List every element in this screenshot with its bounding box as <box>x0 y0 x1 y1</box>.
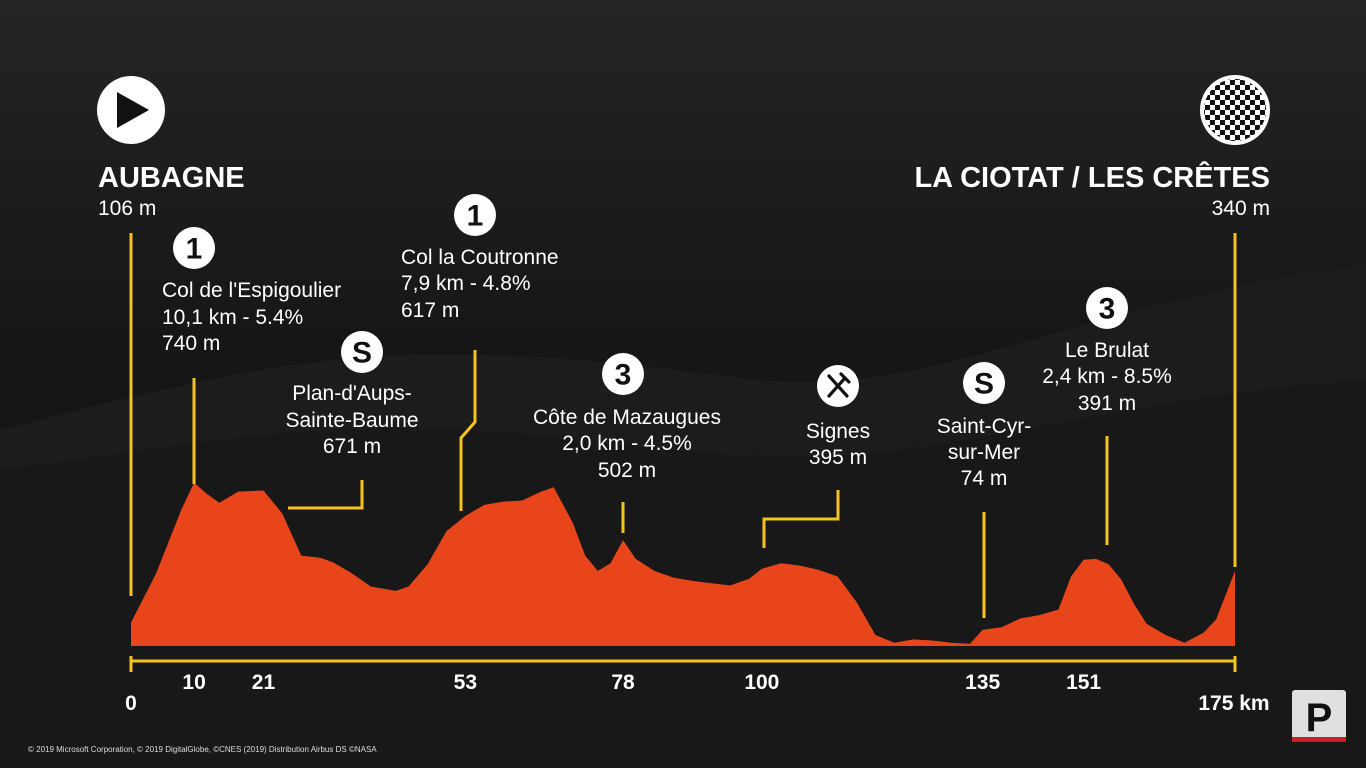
start-altitude: 106 m <box>98 197 156 220</box>
x-tick-label: 53 <box>454 671 477 694</box>
category-badge-label: 3 <box>1099 293 1116 326</box>
climb-name: Côte de Mazaugues <box>533 406 721 429</box>
category-badge-label: S <box>974 368 994 401</box>
climb-annotation: S Plan-d'Aups- Sainte-Baume 671 m <box>285 331 419 510</box>
background-terrain-far <box>0 380 1366 768</box>
start-marker: AUBAGNE 106 m <box>97 76 245 596</box>
x-tick-label: 78 <box>611 671 635 694</box>
brand-logo: P <box>1292 690 1346 742</box>
category-badge-label: 3 <box>615 359 632 392</box>
climb-altitude: 502 m <box>598 459 656 482</box>
category-badge-label: S <box>352 337 372 370</box>
x-tick-label: 100 <box>744 671 779 694</box>
category-badge <box>454 194 496 236</box>
finish-city-name: LA CIOTAT / LES CRÊTES <box>914 160 1270 194</box>
climb-annotations: 1 Col de l'Espigoulier 10,1 km - 5.4% 740 m… <box>162 194 1172 618</box>
category-badge <box>963 362 1005 404</box>
climb-name: Saint-Cyr- <box>937 415 1032 438</box>
category-badge <box>341 331 383 373</box>
copyright-text: © 2019 Microsoft Corporation, © 2019 Dig… <box>28 745 377 754</box>
category-badge <box>602 353 644 395</box>
x-tick-label: 10 <box>182 671 205 694</box>
climb-annotation: 3 Côte de Mazaugues 2,0 km - 4.5% 502 m <box>533 353 721 533</box>
category-badge-label: 1 <box>467 200 484 233</box>
climb-name: Col de l'Espigoulier <box>162 279 341 302</box>
climb-altitude: 395 m <box>809 446 867 469</box>
climb-annotation: Signes 395 m <box>762 365 870 548</box>
x-tick-label: 0 <box>125 692 137 715</box>
brand-logo-letter: P <box>1306 696 1333 740</box>
climb-detail: 2,4 km - 8.5% <box>1042 365 1172 388</box>
checkered-flag-icon <box>1204 79 1266 141</box>
climb-altitude: 617 m <box>401 299 459 322</box>
leader-line <box>288 480 364 510</box>
climb-detail: 10,1 km - 5.4% <box>162 306 303 329</box>
climb-altitude: 391 m <box>1078 392 1136 415</box>
climb-name: Plan-d'Aups- <box>292 382 412 405</box>
climb-altitude: 671 m <box>323 435 381 458</box>
start-city-name: AUBAGNE <box>98 162 245 194</box>
climb-altitude: 740 m <box>162 332 220 355</box>
play-icon <box>117 92 149 128</box>
category-badge <box>173 227 215 269</box>
axis-end-caps <box>129 656 1237 672</box>
climb-detail: Sainte-Baume <box>285 409 418 432</box>
climb-annotation: 1 Col de l'Espigoulier 10,1 km - 5.4% 740 m <box>162 227 341 484</box>
x-tick-label: 21 <box>252 671 276 694</box>
climb-annotation: S Saint-Cyr-sur-Mer 74 m <box>937 362 1032 618</box>
climb-detail: 7,9 km - 4.8% <box>401 272 531 295</box>
climb-detail: sur-Mer <box>948 441 1020 464</box>
climb-annotation: 3 Le Brulat 2,4 km - 8.5% 391 m <box>1042 287 1172 545</box>
category-badge <box>1086 287 1128 329</box>
finish-altitude: 340 m <box>1212 197 1270 220</box>
brand-logo-stripe <box>1292 737 1346 742</box>
x-tick-labels: 0 10 21 53 78 100 135 151 175 km <box>125 671 1269 715</box>
leader-line <box>762 490 840 548</box>
leader-line <box>459 350 477 511</box>
climb-annotation: 1 Col la Coutronne 7,9 km - 4.8% 617 m <box>401 194 559 511</box>
climb-name: Le Brulat <box>1065 339 1149 362</box>
finish-marker: LA CIOTAT / LES CRÊTES 340 m <box>914 75 1270 567</box>
elevation-profile <box>131 482 1235 646</box>
x-tick-label: 135 <box>965 671 1000 694</box>
x-tick-label: 175 km <box>1198 692 1269 715</box>
climb-altitude: 74 m <box>961 467 1008 490</box>
brand-logo-bg <box>1292 690 1346 742</box>
category-badge-label: 1 <box>186 233 203 266</box>
climb-name: Col la Coutronne <box>401 246 559 269</box>
climb-detail: 2,0 km - 4.5% <box>562 432 692 455</box>
x-tick-label: 151 <box>1066 671 1101 694</box>
climb-name: Signes <box>806 420 870 443</box>
fork-knife-icon <box>827 372 851 398</box>
